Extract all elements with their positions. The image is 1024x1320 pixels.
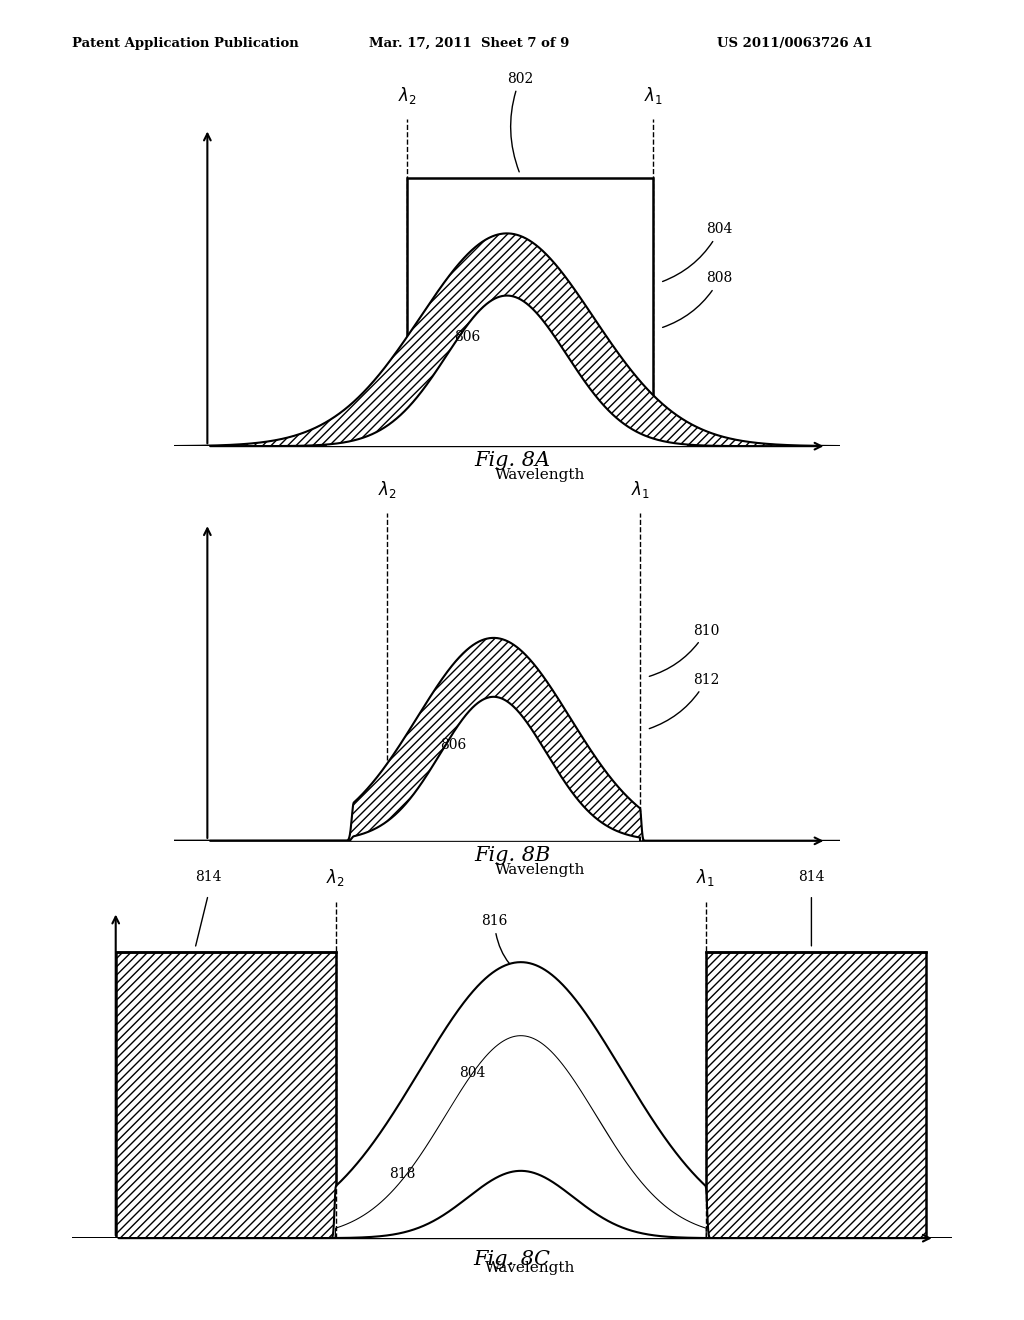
Text: 816: 816 [481,915,536,985]
Text: US 2011/0063726 A1: US 2011/0063726 A1 [717,37,872,50]
Text: $\lambda_1$: $\lambda_1$ [644,84,663,106]
Text: 804: 804 [459,1065,485,1080]
Text: 806: 806 [454,330,480,345]
Text: 806: 806 [440,738,467,752]
Text: 812: 812 [649,673,720,729]
Text: $\lambda_2$: $\lambda_2$ [327,867,345,888]
Text: $\lambda_1$: $\lambda_1$ [696,867,715,888]
Text: Wavelength: Wavelength [495,862,586,876]
Polygon shape [116,952,336,1238]
Text: 818: 818 [389,1167,415,1180]
Text: $\lambda_2$: $\lambda_2$ [378,479,396,500]
Text: Patent Application Publication: Patent Application Publication [72,37,298,50]
Text: Wavelength: Wavelength [495,467,586,482]
Text: 804: 804 [663,222,733,281]
Text: Fig. 8B: Fig. 8B [474,846,550,865]
Polygon shape [407,178,653,446]
Text: 814: 814 [798,870,824,884]
Text: $\lambda_2$: $\lambda_2$ [397,84,417,106]
Text: $\lambda_1$: $\lambda_1$ [631,479,649,500]
Text: 802: 802 [507,71,534,172]
Text: Mar. 17, 2011  Sheet 7 of 9: Mar. 17, 2011 Sheet 7 of 9 [369,37,569,50]
Text: Fig. 8C: Fig. 8C [473,1250,551,1269]
Text: Wavelength: Wavelength [484,1261,574,1275]
Polygon shape [706,952,926,1238]
Text: Fig. 8A: Fig. 8A [474,451,550,470]
Text: 814: 814 [195,870,221,884]
Text: 808: 808 [663,272,733,327]
Text: 810: 810 [649,623,720,676]
